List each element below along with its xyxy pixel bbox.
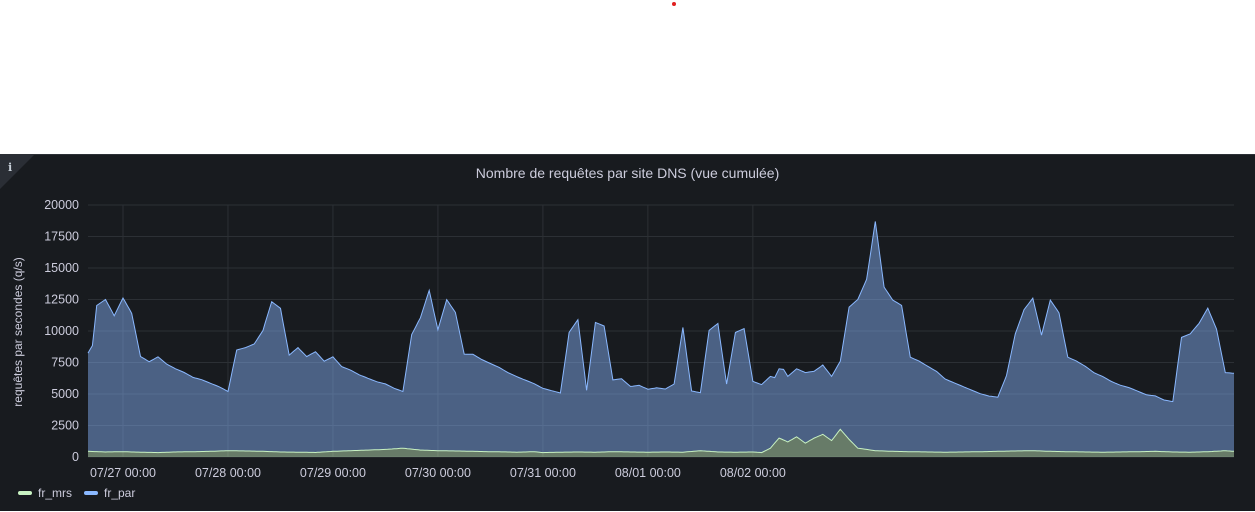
legend-label-fr-par: fr_par	[104, 486, 136, 500]
legend-item-fr-par[interactable]: fr_par	[84, 486, 135, 500]
y-tick-17500: 17500	[44, 230, 79, 244]
y-tick-2500: 2500	[51, 419, 79, 433]
legend-item-fr-mrs[interactable]: fr_mrs	[18, 486, 72, 500]
x-tick-0: 07/27 00:00	[90, 466, 156, 480]
x-tick-1: 07/28 00:00	[195, 466, 261, 480]
y-tick-12500: 12500	[44, 293, 79, 307]
series-line-fr-par	[87, 221, 1235, 403]
legend: fr_mrs fr_par	[18, 486, 135, 500]
x-tick-4: 07/31 00:00	[510, 466, 576, 480]
legend-label-fr-mrs: fr_mrs	[38, 486, 72, 500]
legend-swatch-fr-mrs	[18, 491, 32, 495]
info-icon[interactable]: i	[8, 161, 13, 174]
y-tick-0: 0	[72, 450, 79, 464]
x-axis-ticks: 07/27 00:00 07/28 00:00 07/29 00:00 07/30 0…	[90, 466, 786, 480]
area-chart: 0 2500 5000 7500 10000 12500 15000 17500 20000 0…	[11, 198, 1235, 480]
chart-areas	[87, 221, 1235, 457]
y-tick-5000: 5000	[51, 387, 79, 401]
chart-panel: i Nombre de requêtes par site DNS (vue c…	[0, 154, 1255, 511]
y-tick-15000: 15000	[44, 261, 79, 275]
panel-title[interactable]: Nombre de requêtes par site DNS (vue cum…	[475, 165, 780, 181]
x-tick-6: 08/02 00:00	[720, 466, 786, 480]
series-line-fr-mrs	[87, 428, 1235, 454]
y-tick-10000: 10000	[44, 324, 79, 338]
panel-corner	[0, 155, 34, 189]
series-area-fr-par	[88, 221, 1234, 453]
red-dot-marker	[672, 2, 676, 6]
y-tick-20000: 20000	[44, 198, 79, 212]
legend-swatch-fr-par	[84, 491, 98, 495]
x-tick-3: 07/30 00:00	[405, 466, 471, 480]
y-axis-label: requêtes par secondes (q/s)	[11, 257, 25, 406]
y-tick-7500: 7500	[51, 356, 79, 370]
y-axis-ticks: 0 2500 5000 7500 10000 12500 15000 17500 20000	[44, 198, 79, 464]
x-tick-2: 07/29 00:00	[300, 466, 366, 480]
x-tick-5: 08/01 00:00	[615, 466, 681, 480]
